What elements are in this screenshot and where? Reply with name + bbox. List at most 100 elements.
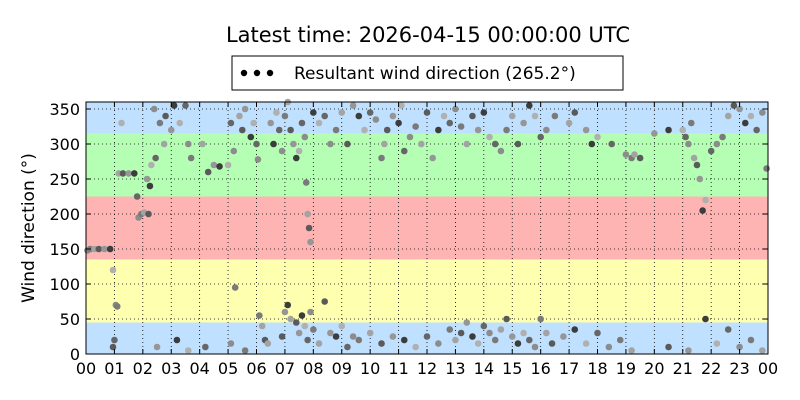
x-tick-label: 16 [530, 359, 550, 378]
x-tick-label: 22 [701, 359, 721, 378]
data-point [389, 112, 397, 120]
data-point [713, 340, 721, 347]
y-tick-label: 200 [49, 205, 80, 224]
data-point [254, 156, 262, 163]
data-point [349, 102, 357, 109]
data-point [305, 224, 313, 232]
data-point [238, 126, 246, 134]
data-point [491, 336, 499, 344]
data-point [301, 322, 309, 330]
data-point [531, 343, 539, 351]
data-point [707, 147, 715, 155]
data-point [267, 119, 275, 127]
data-point [302, 179, 310, 186]
data-point [307, 238, 314, 246]
data-point [520, 329, 527, 337]
data-point [571, 326, 579, 333]
data-point [160, 140, 168, 148]
data-point [730, 102, 738, 109]
x-tick-label: 09 [332, 359, 352, 378]
data-point [457, 329, 465, 337]
legend: Resultant wind direction (265.2°) [231, 55, 624, 91]
data-point [109, 266, 117, 274]
y-tick-label: 50 [60, 310, 80, 329]
data-point [423, 333, 431, 340]
data-point [565, 119, 573, 127]
data-point [548, 340, 556, 347]
data-point [724, 112, 732, 120]
data-point [508, 112, 516, 120]
x-axis-ticks: 00 01 02 03 04 05 06 07 08 09 10 11 12 13 14 15 16 17 18 19… [76, 102, 778, 378]
data-point [253, 140, 260, 148]
x-tick-label: 05 [218, 359, 238, 378]
data-point [491, 140, 499, 148]
data-point [605, 343, 613, 351]
data-point [759, 347, 766, 354]
data-point [685, 347, 692, 354]
data-point [170, 102, 178, 109]
data-point [687, 119, 695, 127]
data-point [321, 112, 329, 120]
data-point [118, 119, 125, 127]
direction-bands [86, 102, 768, 354]
data-point [236, 112, 243, 120]
data-point [526, 336, 533, 344]
data-point [148, 161, 155, 169]
data-point [469, 333, 476, 340]
data-point [292, 154, 300, 162]
data-point [281, 112, 289, 120]
data-points [84, 98, 770, 354]
data-point [446, 119, 454, 127]
data-point [150, 105, 158, 113]
data-point [435, 340, 442, 347]
data-point [457, 123, 465, 130]
data-point [270, 140, 277, 148]
data-point [636, 154, 644, 162]
data-point [167, 126, 175, 134]
data-point [321, 298, 329, 305]
data-point [616, 336, 624, 344]
data-point [273, 109, 280, 116]
data-point [514, 140, 522, 148]
data-point [469, 112, 476, 120]
x-tick-label: 18 [587, 359, 607, 378]
data-point [241, 105, 249, 113]
data-point [224, 161, 232, 169]
legend-marker [240, 69, 248, 77]
data-point [275, 126, 283, 134]
data-point [381, 140, 388, 148]
data-point [281, 308, 289, 316]
data-point [227, 119, 235, 127]
data-point [378, 340, 385, 347]
data-point [543, 126, 550, 134]
data-point [349, 333, 357, 340]
data-point [256, 312, 263, 319]
data-point [628, 347, 635, 354]
data-point [497, 326, 505, 333]
data-point [582, 126, 590, 134]
data-point [125, 170, 132, 177]
y-tick-label: 350 [49, 100, 80, 119]
data-point [389, 333, 397, 340]
data-point [187, 154, 195, 162]
data-point [145, 210, 152, 218]
data-point [185, 347, 192, 354]
data-point [588, 140, 596, 148]
data-point [216, 163, 223, 170]
data-point [753, 126, 760, 134]
data-point [231, 284, 239, 291]
data-point [355, 336, 363, 344]
data-point [361, 126, 368, 134]
data-point [111, 336, 118, 344]
y-axis-ticks: 0 50 100 150 200 250 300 350 [49, 100, 768, 364]
data-point [452, 105, 459, 113]
x-tick-label: 01 [104, 359, 124, 378]
direction-band [86, 102, 768, 134]
x-tick-label: 20 [644, 359, 664, 378]
data-point [400, 147, 408, 155]
data-point [292, 319, 300, 326]
x-tick-label: 06 [246, 359, 266, 378]
data-point [412, 343, 419, 351]
data-point [295, 329, 303, 337]
data-point [204, 168, 212, 176]
